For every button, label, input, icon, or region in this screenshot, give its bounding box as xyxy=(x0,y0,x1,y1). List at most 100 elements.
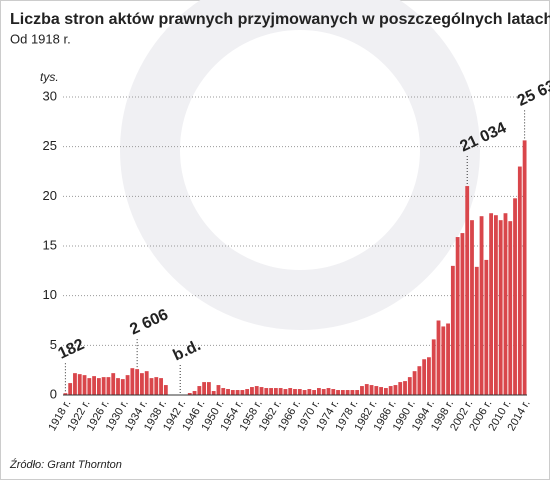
y-tick-label: 10 xyxy=(43,287,57,302)
bar xyxy=(144,371,149,395)
bar xyxy=(288,388,293,395)
bar xyxy=(336,390,340,395)
bar xyxy=(297,389,302,395)
bar xyxy=(379,387,384,395)
bar xyxy=(120,379,125,395)
bar xyxy=(474,266,479,395)
bar xyxy=(340,390,345,395)
bar xyxy=(250,387,254,395)
bar xyxy=(422,359,427,395)
bar xyxy=(116,378,120,395)
bar xyxy=(135,369,140,395)
y-unit: tys. xyxy=(40,70,59,84)
bar xyxy=(450,265,455,395)
bar xyxy=(73,373,77,395)
bar xyxy=(206,382,211,395)
bar xyxy=(436,320,441,395)
bar xyxy=(350,390,355,395)
bar xyxy=(321,389,326,395)
bar xyxy=(125,375,130,395)
bar xyxy=(441,326,446,395)
bar xyxy=(326,388,331,395)
bar xyxy=(235,390,240,395)
bar xyxy=(259,387,264,395)
bar xyxy=(517,166,522,395)
chart-title: Liczba stron aktów prawnych przyjmowanyc… xyxy=(10,11,550,28)
bar xyxy=(388,386,393,395)
bar xyxy=(489,213,494,395)
bar xyxy=(312,390,317,395)
bar xyxy=(403,381,407,395)
bar xyxy=(130,368,135,395)
bar xyxy=(92,376,97,395)
bar xyxy=(360,386,364,395)
bar xyxy=(455,237,460,395)
bar xyxy=(479,216,484,395)
bar xyxy=(154,377,159,395)
bar xyxy=(240,390,245,395)
bar xyxy=(398,382,403,395)
bar xyxy=(307,389,312,395)
bar xyxy=(221,388,226,395)
bar xyxy=(407,377,412,395)
bar xyxy=(96,378,101,395)
bar xyxy=(264,388,269,395)
bar xyxy=(383,388,388,395)
bar xyxy=(470,220,474,395)
bar xyxy=(283,389,288,395)
bar xyxy=(278,388,283,395)
chart-subtitle: Od 1918 r. xyxy=(10,31,71,46)
bar xyxy=(187,393,192,395)
bar xyxy=(484,259,489,395)
y-tick-label: 25 xyxy=(43,138,57,153)
y-tick-label: 0 xyxy=(50,386,57,401)
bar xyxy=(273,388,278,395)
bar xyxy=(417,366,422,395)
bar xyxy=(503,213,508,395)
bar xyxy=(101,377,106,395)
y-tick-label: 5 xyxy=(50,337,57,352)
bar xyxy=(412,371,417,395)
bar xyxy=(226,389,230,395)
bar xyxy=(374,386,379,395)
bar xyxy=(355,390,360,395)
bar xyxy=(317,388,321,395)
bar xyxy=(522,140,527,395)
y-tick-label: 30 xyxy=(43,88,57,103)
bar xyxy=(159,378,163,395)
watermark xyxy=(120,0,480,330)
source: Źródło: Grant Thornton xyxy=(9,458,122,471)
bar xyxy=(163,385,168,395)
bar xyxy=(106,377,111,395)
bar xyxy=(427,357,431,395)
bar xyxy=(269,388,273,395)
bar xyxy=(493,215,498,395)
bar xyxy=(345,390,350,395)
y-tick-label: 20 xyxy=(43,188,57,203)
bar xyxy=(202,382,207,395)
bar xyxy=(393,385,398,395)
bar xyxy=(77,374,82,395)
bar xyxy=(465,186,470,395)
bar xyxy=(68,383,73,395)
bar xyxy=(508,221,513,395)
bar xyxy=(513,198,517,395)
bar xyxy=(331,389,336,395)
bar xyxy=(446,323,450,395)
bar xyxy=(431,339,436,395)
bar xyxy=(460,233,465,395)
y-tick-label: 15 xyxy=(43,237,57,252)
bar xyxy=(302,390,307,395)
bar xyxy=(216,385,221,395)
bar xyxy=(87,378,92,395)
bar xyxy=(211,391,216,395)
bar xyxy=(197,386,202,395)
bar xyxy=(245,389,250,395)
bar xyxy=(63,393,68,395)
bar xyxy=(498,220,503,395)
bar xyxy=(230,390,235,395)
bar xyxy=(364,384,369,395)
bar xyxy=(254,386,259,395)
